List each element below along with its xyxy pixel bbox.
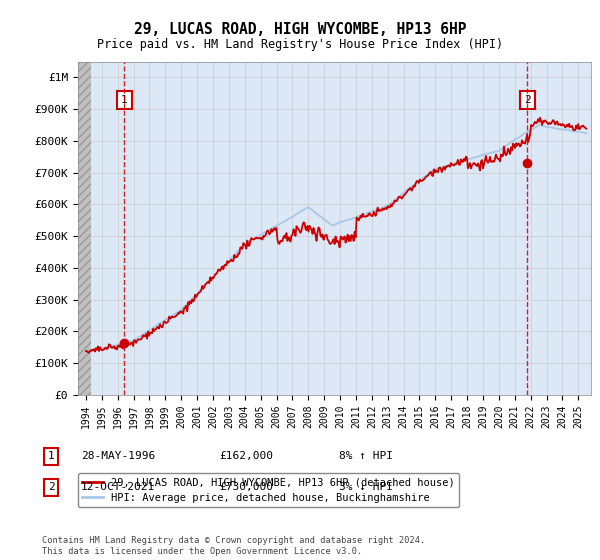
- Text: Contains HM Land Registry data © Crown copyright and database right 2024.
This d: Contains HM Land Registry data © Crown c…: [42, 536, 425, 556]
- Text: 2: 2: [524, 95, 530, 105]
- Text: 8% ↑ HPI: 8% ↑ HPI: [339, 451, 393, 461]
- Text: Price paid vs. HM Land Registry's House Price Index (HPI): Price paid vs. HM Land Registry's House …: [97, 38, 503, 51]
- Legend: 29, LUCAS ROAD, HIGH WYCOMBE, HP13 6HP (detached house), HPI: Average price, det: 29, LUCAS ROAD, HIGH WYCOMBE, HP13 6HP (…: [78, 473, 460, 507]
- Text: 3% ↓ HPI: 3% ↓ HPI: [339, 482, 393, 492]
- Text: 29, LUCAS ROAD, HIGH WYCOMBE, HP13 6HP: 29, LUCAS ROAD, HIGH WYCOMBE, HP13 6HP: [134, 22, 466, 38]
- Bar: [78, 62, 91, 395]
- Text: £162,000: £162,000: [219, 451, 273, 461]
- Text: £730,000: £730,000: [219, 482, 273, 492]
- Text: 1: 1: [47, 451, 55, 461]
- Text: 2: 2: [47, 482, 55, 492]
- Text: 12-OCT-2021: 12-OCT-2021: [81, 482, 155, 492]
- Text: 28-MAY-1996: 28-MAY-1996: [81, 451, 155, 461]
- Text: 1: 1: [121, 95, 128, 105]
